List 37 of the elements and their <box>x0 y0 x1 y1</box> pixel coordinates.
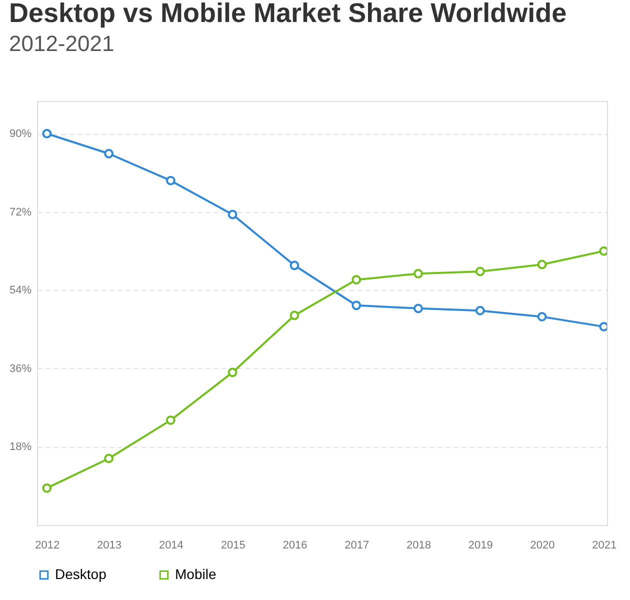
x-tick-label: 2017 <box>344 540 370 552</box>
chart-title: Desktop vs Mobile Market Share Worldwide <box>8 0 567 28</box>
legend-label: Desktop <box>55 566 107 582</box>
point <box>166 176 176 186</box>
y-tick-label: 54% <box>9 284 32 297</box>
x-tick-label: 2021 <box>592 540 617 552</box>
point <box>290 310 300 320</box>
x-tick-label: 2015 <box>220 540 246 552</box>
point <box>42 128 52 138</box>
x-tick-label: 2020 <box>530 540 555 552</box>
point <box>42 483 52 493</box>
x-tick-label: 2016 <box>282 540 308 552</box>
point <box>290 260 300 270</box>
point <box>166 415 176 425</box>
point <box>414 304 423 314</box>
point <box>228 210 238 220</box>
y-tick-label: 72% <box>9 206 32 218</box>
point <box>104 454 114 464</box>
point <box>352 275 362 284</box>
point <box>352 300 362 310</box>
x-tick-label: 2013 <box>97 540 122 552</box>
point <box>475 306 485 316</box>
x-tick-label: 2018 <box>406 540 431 552</box>
x-tick-label: 2012 <box>35 540 60 552</box>
x-tick-label: 2014 <box>158 540 184 552</box>
legend-label: Mobile <box>175 566 216 582</box>
chart-subtitle: 2012-2021 <box>8 31 114 56</box>
x-tick-label: 2019 <box>468 540 493 552</box>
point <box>228 368 238 378</box>
y-tick-label: 18% <box>9 441 32 454</box>
point <box>104 148 114 158</box>
point <box>414 268 423 278</box>
point <box>475 266 485 276</box>
y-tick-label: 36% <box>9 362 32 375</box>
point <box>537 260 547 270</box>
point <box>537 312 547 322</box>
y-tick-label: 90% <box>9 128 32 140</box>
